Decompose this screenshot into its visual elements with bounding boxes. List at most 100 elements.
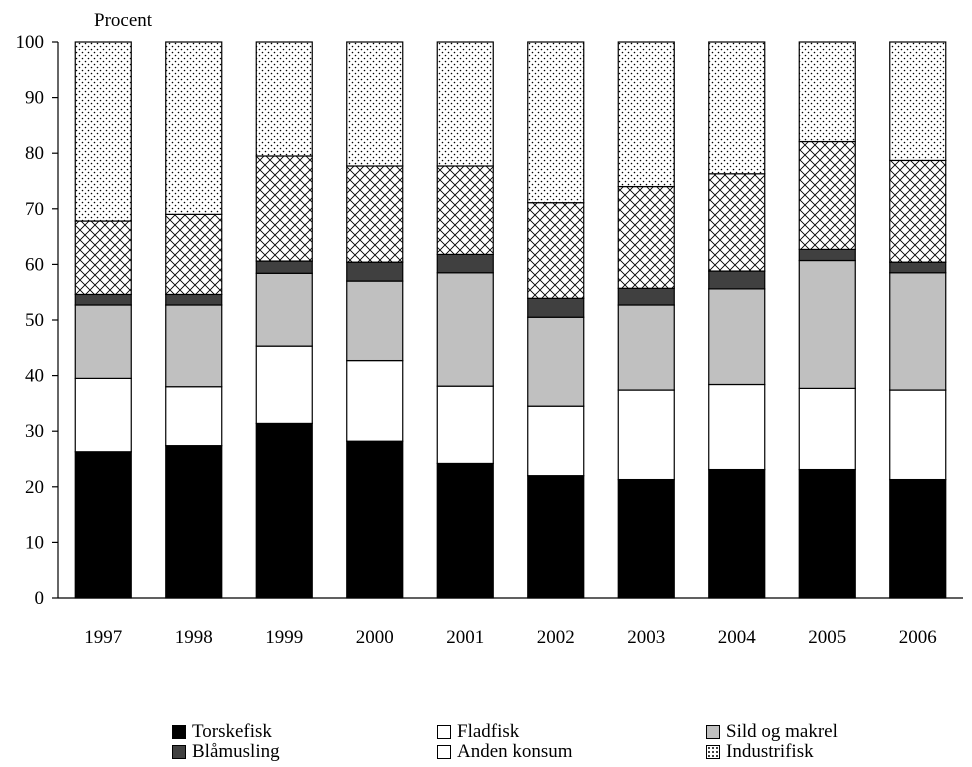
bar-segment (708, 468, 766, 599)
bar-segment (255, 155, 313, 262)
bar-segment (889, 159, 947, 263)
bar-segment (798, 259, 856, 389)
bar-segment (165, 445, 223, 599)
y-tick-label: 60 (25, 254, 44, 275)
legend-swatch (437, 745, 451, 759)
bar-segment (436, 165, 494, 255)
y-tick-label: 0 (35, 588, 45, 609)
bar-segment (74, 304, 132, 379)
bar-segment (617, 478, 675, 599)
x-tick-label: 2000 (356, 627, 394, 648)
y-tick-label: 40 (25, 366, 44, 387)
bar-segment (889, 478, 947, 599)
bar-segment (255, 260, 313, 274)
bar-segment (798, 248, 856, 262)
bar-segment (165, 213, 223, 296)
bar-segment (74, 377, 132, 453)
y-tick-label: 10 (25, 532, 44, 553)
bar-segment (617, 389, 675, 481)
legend-swatch (172, 745, 186, 759)
bar-segment (889, 272, 947, 391)
x-tick-label: 2002 (537, 627, 575, 648)
bar-segment (255, 345, 313, 425)
axes: 0 10 20 30 40 50 60 70 80 90 100 1997 1998 1999 2000 20… (16, 32, 963, 648)
bar-segment (165, 293, 223, 306)
bar-segment (617, 185, 675, 289)
bar-segment (74, 41, 132, 222)
legend-label: Sild og makrel (726, 721, 838, 742)
legend-swatch (706, 725, 720, 739)
bar-segment (889, 389, 947, 481)
legend-swatch (706, 745, 720, 759)
y-axis-label: Procent (94, 10, 153, 31)
bar-segment (436, 462, 494, 599)
x-tick-label: 1998 (175, 627, 213, 648)
bar-segment (527, 41, 585, 204)
legend-label: Industrifisk (726, 741, 814, 762)
bar-segment (617, 304, 675, 391)
bar-segment (436, 253, 494, 274)
x-tick-label: 1999 (265, 627, 303, 648)
bar-segment (436, 385, 494, 465)
bar-segment (346, 41, 404, 167)
bar-segment (798, 468, 856, 599)
bar-segment (346, 261, 404, 282)
y-tick-label: 90 (25, 88, 44, 109)
bar-segment (617, 41, 675, 188)
y-tick-label: 50 (25, 310, 44, 331)
y-tick-label: 80 (25, 143, 44, 164)
bar-segment (889, 41, 947, 162)
legend-item: Sild og makrel (706, 721, 838, 743)
x-tick-label: 2006 (899, 627, 937, 648)
bar-segment (346, 280, 404, 362)
bar-segment (74, 451, 132, 599)
bar-segment (255, 41, 313, 157)
legend-item: Torskefisk (172, 721, 272, 743)
legend-item: Industrifisk (706, 741, 814, 763)
bar-segment (346, 440, 404, 599)
bar-segment (436, 41, 494, 167)
bar-segment (708, 270, 766, 290)
bar-segment (798, 140, 856, 250)
y-tick-label: 100 (16, 32, 45, 53)
bar-segment (165, 304, 223, 388)
bar-segment (436, 272, 494, 387)
x-tick-label: 1997 (84, 627, 122, 648)
x-tick-label: 2005 (808, 627, 846, 648)
x-tick-label: 2001 (446, 627, 484, 648)
bars (74, 41, 947, 599)
bar-segment (255, 272, 313, 347)
bar-segment (165, 41, 223, 215)
bar-segment (708, 41, 766, 175)
legend-label: Blåmusling (192, 741, 280, 762)
bar-segment (527, 297, 585, 318)
bar-segment (798, 41, 856, 143)
y-tick-label: 30 (25, 421, 44, 442)
bar-segment (527, 316, 585, 407)
bar-segment (798, 387, 856, 471)
x-tick-label: 2003 (627, 627, 665, 648)
legend-swatch (172, 725, 186, 739)
bar-segment (708, 288, 766, 386)
legend-item: Anden konsum (437, 741, 573, 763)
legend-label: Fladfisk (457, 721, 520, 742)
bar-segment (527, 475, 585, 599)
bar-segment (74, 293, 132, 306)
y-tick-label: 70 (25, 199, 44, 220)
bar-segment (708, 173, 766, 272)
bar-segment (74, 220, 132, 296)
bar-segment (527, 405, 585, 477)
legend-label: Torskefisk (192, 721, 272, 742)
bar-segment (255, 422, 313, 599)
legend-label: Anden konsum (457, 741, 573, 762)
bar-segment (617, 287, 675, 306)
bar-segment (346, 165, 404, 263)
bar-segment (527, 202, 585, 299)
bar-segment (165, 386, 223, 447)
bar-segment (346, 359, 404, 442)
x-tick-label: 2004 (718, 627, 757, 648)
y-tick-label: 20 (25, 477, 44, 498)
legend-item: Blåmusling (172, 741, 280, 763)
bar-segment (889, 261, 947, 274)
